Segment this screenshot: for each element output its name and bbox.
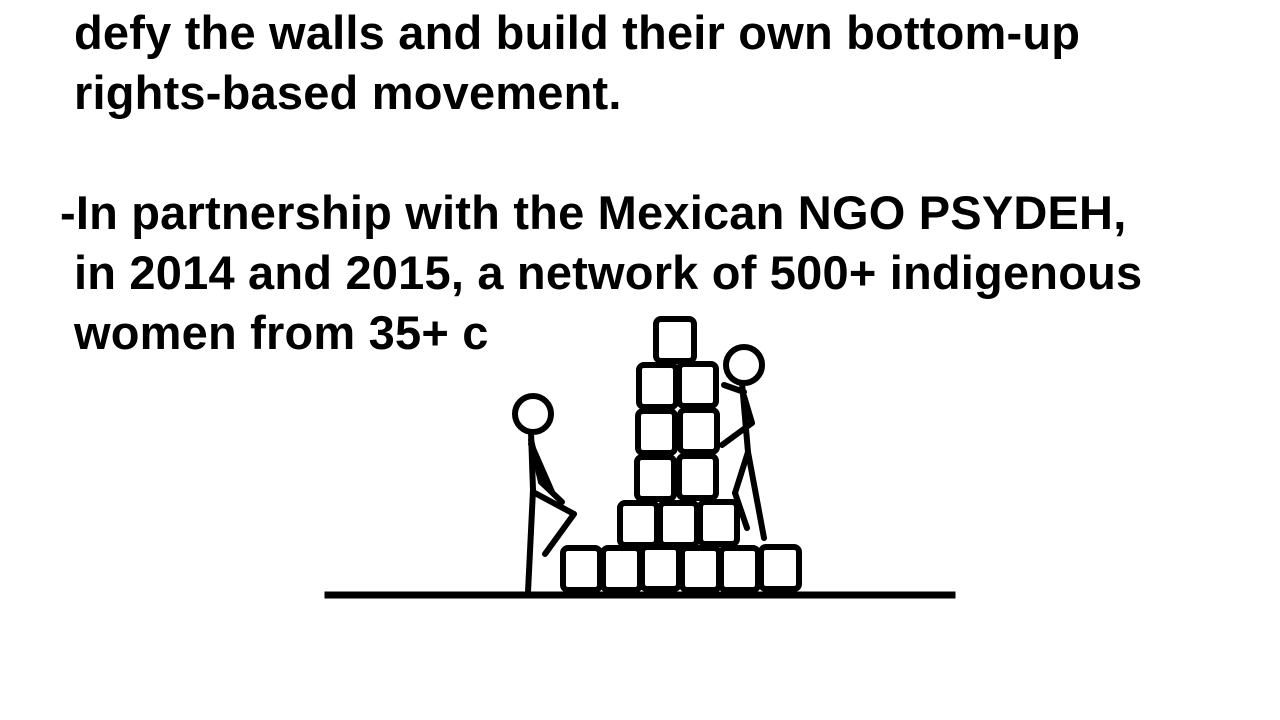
block: [603, 548, 640, 590]
block: [700, 502, 737, 544]
block: [680, 410, 717, 452]
block: [620, 503, 657, 545]
block: [761, 547, 799, 589]
block: [679, 456, 716, 498]
block: [660, 503, 697, 545]
block: [721, 548, 758, 590]
block: [656, 319, 694, 361]
block: [642, 547, 679, 589]
block: [637, 457, 674, 499]
block: [563, 548, 600, 590]
block: [639, 365, 676, 407]
block: [682, 548, 719, 590]
block: [638, 411, 675, 453]
block: [679, 364, 716, 406]
